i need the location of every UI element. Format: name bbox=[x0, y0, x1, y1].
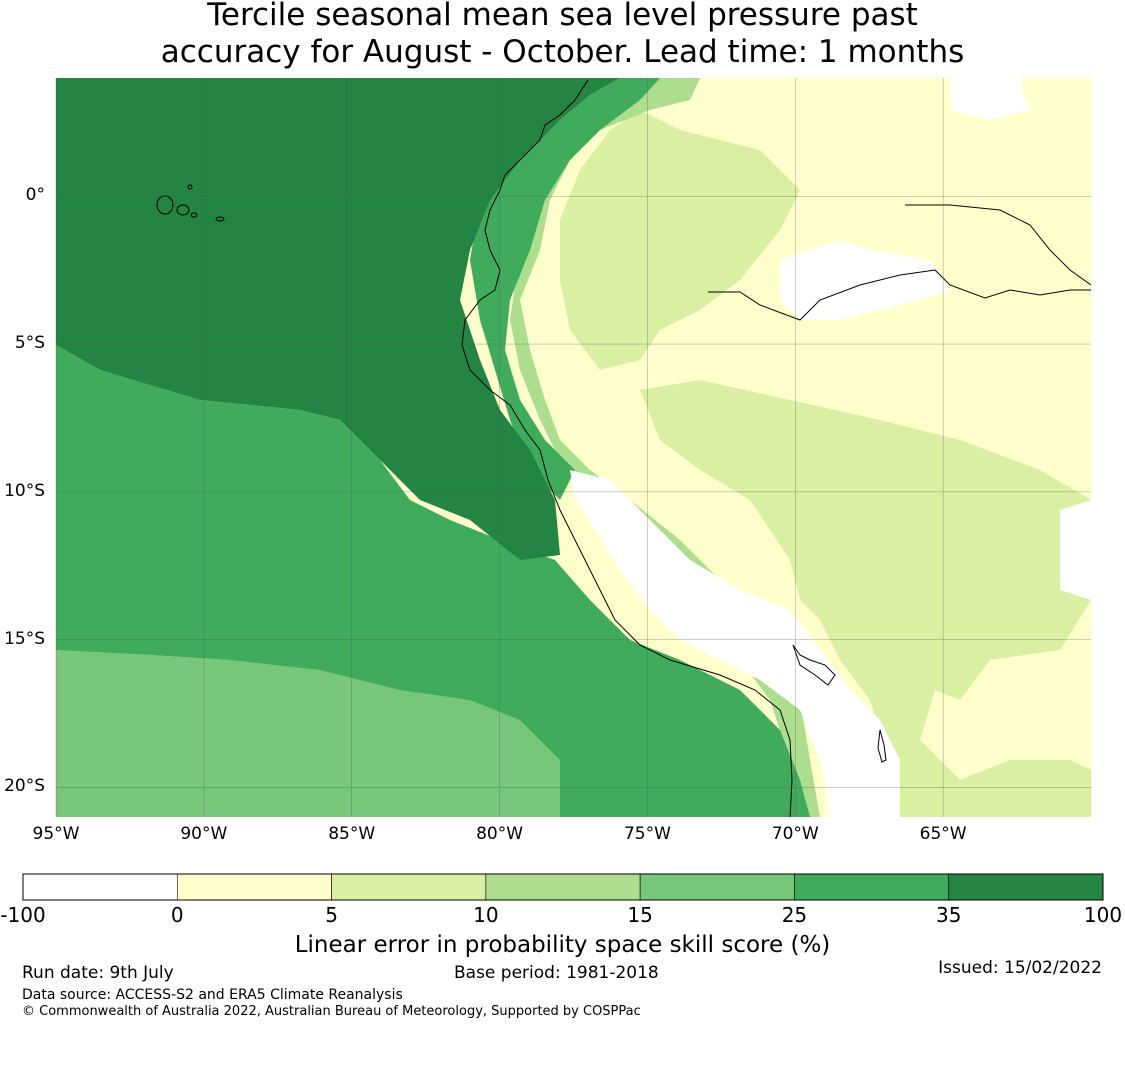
map-title-line-1: Tercile seasonal mean sea level pressure… bbox=[207, 0, 918, 33]
colorbar-label: Linear error in probability space skill … bbox=[294, 932, 831, 958]
island-galapagos-4 bbox=[215, 216, 225, 222]
longitude-label: 75°W bbox=[623, 824, 671, 844]
longitude-label: 65°W bbox=[919, 824, 967, 844]
colorbar-tick-label: 35 bbox=[935, 903, 962, 927]
zone-5-10-east bbox=[640, 380, 1091, 817]
latitude-label: 15°S bbox=[4, 628, 45, 649]
coastline bbox=[461, 79, 793, 817]
inland-boundary bbox=[708, 269, 1091, 321]
island-galapagos-3 bbox=[190, 212, 198, 218]
graticule bbox=[55, 78, 1091, 817]
colorbar-tick-label: 15 bbox=[627, 903, 653, 927]
colorbar-tick-label: 100 bbox=[1083, 903, 1123, 927]
colorbar-tick-label: 0 bbox=[170, 903, 184, 927]
map-fill-layer bbox=[56, 78, 1091, 817]
colorbar-outline bbox=[22, 873, 1104, 901]
colorbar bbox=[22, 873, 1104, 901]
longitude-label: 80°W bbox=[476, 824, 524, 844]
latitude-label: 10°S bbox=[4, 480, 45, 501]
zone-35-100 bbox=[56, 78, 620, 560]
latitude-label: 5°S bbox=[14, 333, 45, 354]
colorbar-tick-label: 10 bbox=[473, 903, 499, 927]
colorbar-segment bbox=[794, 873, 950, 901]
map-title-line-2: accuracy for August - October. Lead time… bbox=[160, 34, 965, 70]
zone-below-0-north bbox=[950, 78, 1030, 120]
colorbar-segment bbox=[639, 873, 795, 901]
issued-date: Issued: 15/02/2022 bbox=[938, 958, 1102, 978]
inland-boundary-north bbox=[905, 204, 1091, 286]
latitude-label: 0° bbox=[25, 185, 45, 206]
zone-25-35-coastal bbox=[470, 78, 660, 500]
longitude-label: 70°W bbox=[771, 824, 819, 844]
longitude-label: 90°W bbox=[180, 824, 228, 844]
zone-below-0-inland bbox=[780, 240, 950, 320]
latitude-label: 20°S bbox=[4, 776, 45, 797]
island-galapagos-5 bbox=[187, 184, 193, 190]
colorbar-segment bbox=[485, 873, 641, 901]
data-source: Data source: ACCESS-S2 and ERA5 Climate … bbox=[22, 987, 403, 1003]
colorbar-tick-label: -100 bbox=[0, 903, 46, 927]
zone-5-10-north bbox=[560, 110, 800, 370]
lake-titicaca bbox=[792, 644, 836, 686]
zone-below-0-east bbox=[1060, 500, 1091, 600]
colorbar-tick-label: 25 bbox=[781, 903, 808, 927]
island-galapagos-2 bbox=[176, 204, 190, 216]
colorbar-segment bbox=[176, 873, 332, 901]
base-period: Base period: 1981-2018 bbox=[454, 963, 659, 983]
run-date: Run date: 9th July bbox=[22, 963, 174, 983]
colorbar-segment bbox=[22, 873, 178, 901]
lake-poopo bbox=[877, 729, 887, 763]
colorbar-segment bbox=[948, 873, 1104, 901]
longitude-label: 95°W bbox=[32, 824, 80, 844]
copyright: © Commonwealth of Australia 2022, Austra… bbox=[22, 1004, 641, 1019]
colorbar-tick-label: 5 bbox=[325, 903, 338, 927]
zone-25-35 bbox=[56, 345, 810, 817]
longitude-label: 85°W bbox=[328, 824, 376, 844]
zone-below-0-coastal bbox=[570, 470, 900, 817]
colorbar-segment bbox=[331, 873, 487, 901]
